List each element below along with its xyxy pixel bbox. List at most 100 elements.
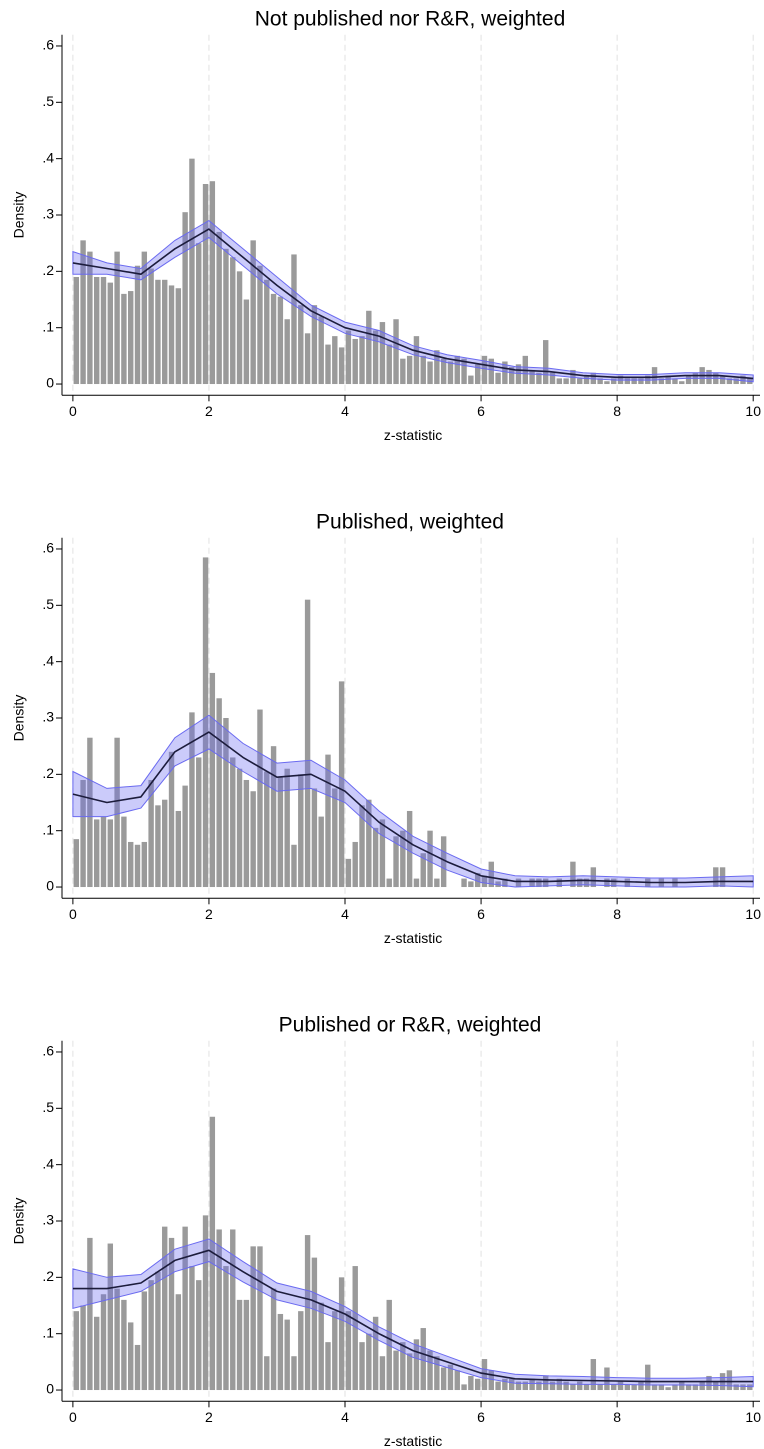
bar xyxy=(121,293,127,385)
bar xyxy=(73,1311,79,1391)
bar xyxy=(284,1319,290,1391)
bar xyxy=(250,240,256,385)
bar xyxy=(427,361,433,385)
bar xyxy=(332,788,338,888)
bar xyxy=(672,1384,678,1391)
bar xyxy=(162,279,168,385)
y-tick-label: .2 xyxy=(42,1268,54,1284)
bar xyxy=(726,1370,733,1391)
bar xyxy=(114,1288,120,1391)
bar xyxy=(318,1302,324,1391)
y-tick-label: .5 xyxy=(42,93,54,109)
bar xyxy=(624,378,631,385)
x-tick-label: 2 xyxy=(205,906,213,922)
bar xyxy=(196,1280,202,1391)
bar xyxy=(570,1384,576,1391)
bar xyxy=(107,819,114,888)
bar xyxy=(658,378,665,385)
bar xyxy=(400,358,406,385)
bar xyxy=(175,810,182,888)
bar xyxy=(87,251,93,385)
bar xyxy=(162,1226,168,1391)
bar xyxy=(189,1266,195,1391)
bar xyxy=(386,878,392,888)
bar xyxy=(352,1266,358,1391)
x-tick-label: 6 xyxy=(477,403,485,419)
y-tick-label: .1 xyxy=(42,318,54,334)
bar xyxy=(216,1229,222,1391)
bar xyxy=(434,350,440,385)
bar xyxy=(148,1280,154,1391)
bar xyxy=(740,375,746,385)
bar xyxy=(236,768,243,888)
bar xyxy=(93,1316,100,1391)
bar xyxy=(332,1311,338,1391)
bar xyxy=(304,333,311,385)
bar xyxy=(726,378,733,385)
x-tick-label: 0 xyxy=(69,403,77,419)
bar xyxy=(468,1375,474,1391)
bar xyxy=(440,358,447,385)
bar xyxy=(298,774,304,888)
bar xyxy=(128,1322,134,1391)
x-tick-label: 10 xyxy=(745,906,761,922)
bar xyxy=(543,1375,549,1391)
bar xyxy=(590,1359,597,1391)
x-tick-label: 8 xyxy=(613,403,621,419)
bar xyxy=(202,184,209,385)
bar xyxy=(311,1257,318,1391)
bar xyxy=(515,878,522,888)
x-tick-label: 4 xyxy=(341,403,349,419)
bar xyxy=(747,1384,753,1391)
bar xyxy=(440,1367,447,1391)
bar xyxy=(73,839,79,888)
bar xyxy=(543,340,549,385)
bar xyxy=(168,1237,175,1391)
bar xyxy=(386,344,392,385)
bar xyxy=(73,276,79,385)
bar xyxy=(277,1313,284,1391)
bar xyxy=(406,355,413,385)
bar xyxy=(134,265,141,385)
bar xyxy=(413,336,420,385)
bar xyxy=(182,785,188,888)
bar xyxy=(87,1237,93,1391)
chart-title: Published, weighted xyxy=(316,511,504,534)
bar xyxy=(264,771,270,888)
bar xyxy=(216,698,222,888)
bar xyxy=(379,322,386,385)
bar xyxy=(556,378,563,385)
bar xyxy=(168,751,175,888)
y-tick-label: .6 xyxy=(42,1043,54,1059)
x-tick-label: 6 xyxy=(477,906,485,922)
bar xyxy=(508,1378,515,1391)
y-tick-label: .5 xyxy=(42,596,54,612)
bar xyxy=(461,1384,467,1391)
bar xyxy=(141,841,148,888)
bar xyxy=(638,1381,644,1391)
bar xyxy=(502,878,508,888)
bar xyxy=(502,361,508,385)
y-tick-label: 0 xyxy=(46,375,54,391)
bar xyxy=(372,330,379,385)
bar xyxy=(372,827,379,888)
x-tick-label: 10 xyxy=(745,403,761,419)
bar xyxy=(162,799,168,888)
bar xyxy=(536,372,542,385)
bar xyxy=(257,709,263,888)
bar xyxy=(733,1384,739,1391)
bar xyxy=(359,336,365,385)
bar xyxy=(114,737,120,888)
bar xyxy=(80,779,86,888)
density-line xyxy=(72,228,754,380)
bar xyxy=(366,799,372,888)
density-line xyxy=(72,1249,754,1383)
chart-title: Published or R&R, weighted xyxy=(279,1014,542,1037)
bar xyxy=(393,836,399,888)
y-tick-label: .4 xyxy=(42,149,54,165)
bar xyxy=(93,819,100,888)
bar xyxy=(100,276,107,385)
bar xyxy=(243,779,250,888)
bar xyxy=(706,369,712,385)
y-tick-label: .3 xyxy=(42,1212,54,1228)
